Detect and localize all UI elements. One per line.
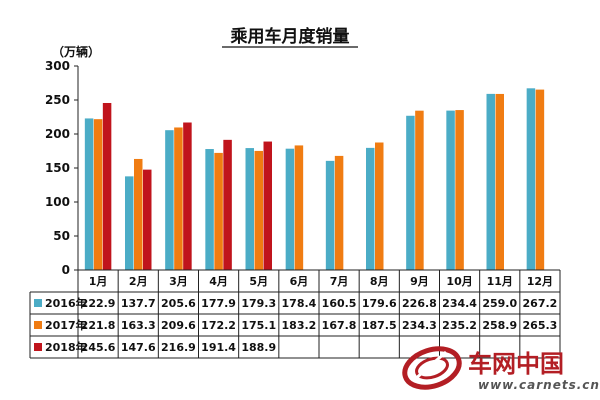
bar [84, 118, 94, 270]
bar [495, 93, 504, 270]
x-tick-label: 12月 [527, 275, 553, 288]
bars [84, 88, 545, 271]
bar [134, 158, 143, 270]
data-label: 221.8 [81, 319, 116, 332]
data-label: 226.8 [402, 297, 437, 310]
y-tick-label: 250 [45, 93, 70, 107]
y-tick-label: 200 [45, 127, 70, 141]
y-tick-label: 50 [53, 229, 70, 243]
data-label: 245.6 [81, 341, 116, 354]
legend-swatch [34, 299, 42, 307]
bar [526, 88, 536, 270]
data-label: 265.3 [523, 319, 558, 332]
bar [285, 148, 295, 270]
legend-swatch [34, 343, 42, 351]
bar [486, 93, 495, 270]
bar [205, 149, 214, 270]
y-tick-label: 300 [45, 59, 70, 73]
x-tick-label: 8月 [370, 275, 389, 288]
x-tick-label: 7月 [330, 275, 349, 288]
x-tick-label: 11月 [487, 275, 513, 288]
bar [263, 141, 272, 270]
data-label: 259.0 [482, 297, 517, 310]
data-label: 172.2 [201, 319, 236, 332]
bar [415, 110, 424, 271]
x-tick-label: 2月 [129, 275, 148, 288]
watermark-url: www.carnets.cn [478, 378, 600, 392]
legend-label: 2016年 [45, 296, 87, 310]
legend-label: 2018年 [45, 340, 87, 354]
bar [245, 148, 254, 270]
data-label: 216.9 [161, 341, 196, 354]
data-label: 234.3 [402, 319, 437, 332]
bar [93, 119, 103, 271]
bar [165, 130, 174, 270]
data-label: 137.7 [121, 297, 156, 310]
carnets-logo-icon [402, 346, 462, 390]
watermark-text: 车网中国 [468, 350, 564, 378]
bar [294, 145, 304, 270]
y-axis-unit: （万辆） [52, 44, 100, 59]
x-tick-label: 5月 [249, 275, 268, 288]
x-tick-label: 10月 [446, 275, 472, 288]
data-label: 205.6 [161, 297, 196, 310]
data-label: 175.1 [241, 319, 276, 332]
bar [254, 150, 263, 270]
bar [214, 152, 223, 270]
data-label: 177.9 [201, 297, 236, 310]
x-tick-label: 6月 [290, 275, 309, 288]
y-tick-label: 100 [45, 195, 70, 209]
bar [325, 160, 335, 270]
data-label: 147.6 [121, 341, 156, 354]
data-label: 160.5 [322, 297, 357, 310]
data-label: 191.4 [201, 341, 236, 354]
bar [143, 169, 152, 270]
x-tick-label: 4月 [209, 275, 228, 288]
data-label: 163.3 [121, 319, 156, 332]
data-label: 187.5 [362, 319, 397, 332]
bar [535, 89, 545, 270]
y-axis: 0 50 100 150 200 250 300 [45, 59, 79, 277]
bar [455, 110, 464, 271]
chart-title: 乘用车月度销量 [230, 26, 350, 47]
x-tick-label: 9月 [410, 275, 429, 288]
y-tick-label: 150 [45, 161, 70, 175]
data-label: 234.4 [442, 297, 477, 310]
data-label: 258.9 [482, 319, 517, 332]
x-tick-label: 3月 [169, 275, 188, 288]
data-label: 209.6 [161, 319, 196, 332]
y-tick-label: 0 [62, 263, 70, 277]
data-label: 179.3 [241, 297, 276, 310]
bar [223, 139, 232, 270]
bar [174, 127, 183, 270]
data-label: 188.9 [241, 341, 276, 354]
data-label: 267.2 [523, 297, 558, 310]
bar [334, 155, 344, 270]
bar [366, 147, 375, 270]
data-label: 235.2 [442, 319, 477, 332]
bar [446, 110, 455, 270]
legend-label: 2017年 [45, 318, 87, 332]
data-label: 222.9 [81, 297, 116, 310]
bar [375, 142, 384, 270]
legend-swatch [34, 321, 42, 329]
x-tick-label: 1月 [89, 275, 108, 288]
watermark: 车网中国 www.carnets.cn [402, 346, 600, 392]
bar [125, 176, 134, 270]
data-label: 167.8 [322, 319, 357, 332]
data-label: 179.6 [362, 297, 397, 310]
bar [102, 102, 112, 270]
data-label: 178.4 [282, 297, 317, 310]
data-label: 183.2 [282, 319, 317, 332]
bar [183, 122, 192, 271]
bar [406, 115, 415, 270]
